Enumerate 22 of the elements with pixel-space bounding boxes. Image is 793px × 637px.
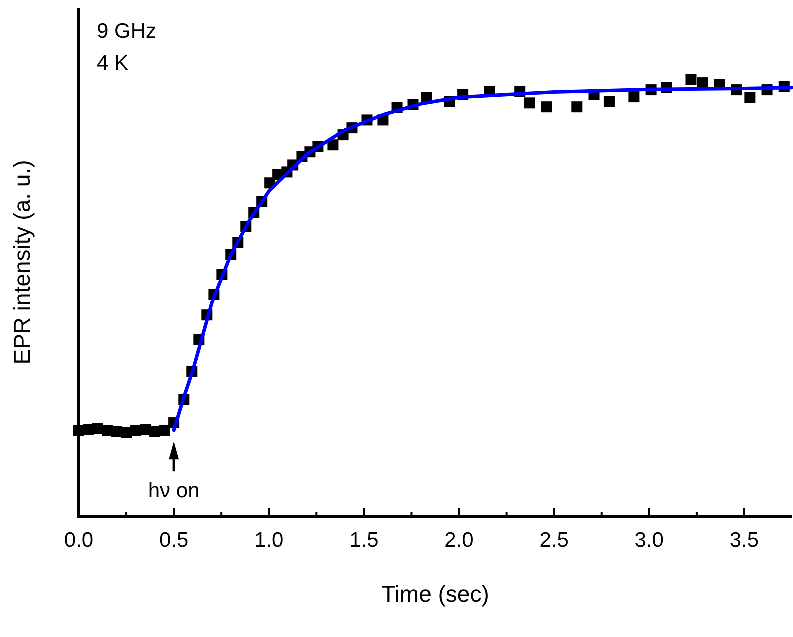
point	[541, 102, 552, 113]
point	[697, 78, 708, 89]
point	[572, 102, 583, 113]
text: 4 K	[97, 52, 129, 75]
point	[159, 424, 170, 436]
x-tick-label: 2.0	[444, 529, 474, 552]
point	[686, 74, 697, 86]
point	[604, 96, 615, 108]
x-tick-label: 3.5	[730, 529, 760, 552]
point	[628, 92, 640, 103]
annotation: hν on	[148, 480, 200, 503]
x-tick-label: 2.5	[540, 529, 569, 552]
x-tick-label: 0.5	[159, 529, 189, 552]
point	[524, 98, 536, 109]
y-axis-title: EPR intensity (a. u.)	[9, 160, 35, 365]
text: 9 GHz	[97, 20, 157, 43]
point	[744, 92, 756, 104]
x-tick-label: 1.0	[254, 529, 284, 552]
x-tick-label: 1.5	[350, 529, 379, 552]
x-axis-title: Time (sec)	[382, 581, 490, 607]
x-tick-label: 3.0	[634, 529, 664, 552]
x-tick-label: 0.0	[64, 529, 94, 552]
